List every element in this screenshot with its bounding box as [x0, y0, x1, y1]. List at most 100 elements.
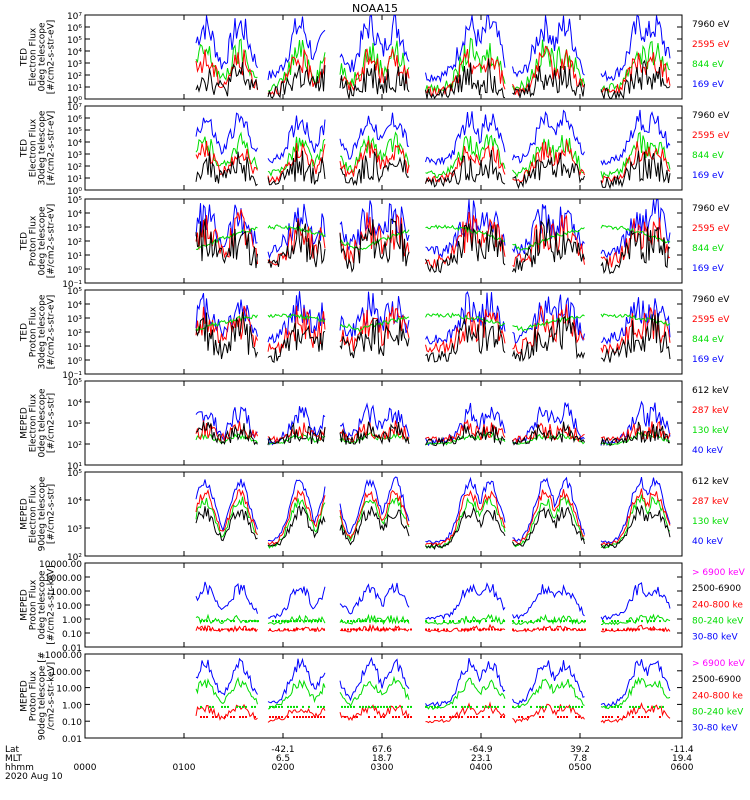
- y-axis-label-line: [#/cm2-s-str-eV]: [47, 111, 57, 186]
- y-tick-label: 10⁰: [67, 266, 82, 276]
- floor-point: [482, 705, 484, 708]
- floor-point: [368, 705, 370, 708]
- series-2595-ev: [195, 209, 671, 269]
- y-axis-label-line: MEPED: [20, 589, 30, 621]
- floor-point: [518, 705, 520, 708]
- floor-point: [404, 628, 406, 631]
- floor-point: [638, 628, 640, 631]
- floor-point: [254, 628, 256, 631]
- legend-entry: 2500-6900: [692, 584, 741, 594]
- floor-point: [476, 716, 478, 718]
- floor-point: [350, 628, 352, 631]
- floor-point: [245, 705, 247, 708]
- floor-point: [380, 705, 382, 708]
- y-tick-label: 1000.00: [45, 574, 82, 584]
- y-axis-label-line: Proton Flux: [29, 215, 39, 266]
- floor-point: [200, 716, 202, 718]
- floor-point: [293, 628, 295, 631]
- lat-value: -42.1: [271, 745, 294, 755]
- floor-point: [401, 620, 403, 623]
- floor-point: [278, 716, 280, 718]
- y-tick-label: 10⁰: [67, 357, 82, 367]
- y-tick-label: 10⁵: [67, 127, 82, 137]
- floor-point: [428, 716, 430, 718]
- floor-point: [296, 628, 298, 631]
- floor-point: [320, 620, 322, 623]
- floor-point: [635, 705, 637, 708]
- series-40-kev: [195, 400, 671, 447]
- y-tick-label: 0.01: [62, 644, 82, 654]
- floor-point: [461, 705, 463, 708]
- series-2595-ev: [195, 304, 671, 355]
- floor-point: [389, 705, 391, 708]
- legend-entry: 169 eV: [692, 264, 725, 274]
- floor-point: [605, 716, 607, 718]
- floor-point: [242, 628, 244, 631]
- floor-point: [584, 620, 586, 623]
- floor-point: [302, 716, 304, 718]
- floor-point: [638, 705, 640, 708]
- legend-entry: 2595 eV: [692, 224, 730, 234]
- floor-point: [629, 620, 631, 623]
- floor-point: [302, 705, 304, 708]
- floor-point: [527, 716, 529, 718]
- floor-point: [542, 716, 544, 718]
- y-axis-label: MEPEDElectron Flux0deg telescope[#/cm2-s…: [20, 388, 57, 458]
- mlt-value: 6.5: [276, 754, 290, 764]
- series-287-kev: [195, 488, 671, 546]
- floor-point: [383, 705, 385, 708]
- hhmm-value: 0500: [569, 763, 592, 773]
- hhmm-value: 0000: [74, 763, 97, 773]
- floor-point: [350, 705, 352, 708]
- y-axis-label-line: TED: [20, 232, 30, 251]
- floor-point: [476, 620, 478, 623]
- floor-point: [512, 628, 514, 631]
- floor-point: [521, 716, 523, 718]
- series-287-kev: [195, 418, 671, 445]
- floor-point: [359, 628, 361, 631]
- floor-point: [284, 620, 286, 623]
- floor-point: [539, 705, 541, 708]
- floor-point: [452, 620, 454, 623]
- floor-point: [245, 620, 247, 623]
- y-tick-label: 10⁵: [67, 36, 82, 46]
- floor-point: [323, 628, 325, 631]
- floor-point: [518, 620, 520, 623]
- floor-point: [311, 716, 313, 718]
- y-axis-label-line: Electron Flux: [29, 118, 39, 177]
- floor-point: [605, 705, 607, 708]
- floor-point: [458, 620, 460, 623]
- floor-point: [374, 620, 376, 623]
- floor-point: [275, 705, 277, 708]
- panel-frame: [84, 105, 683, 191]
- y-tick-label: 10³: [67, 420, 82, 430]
- figure-title: NOAA15: [352, 2, 398, 15]
- floor-point: [644, 716, 646, 718]
- floor-point: [239, 716, 241, 718]
- floor-point: [602, 628, 604, 631]
- floor-point: [200, 620, 202, 623]
- floor-point: [647, 705, 649, 708]
- floor-point: [311, 628, 313, 631]
- panel-frame: [84, 289, 683, 375]
- floor-point: [236, 705, 238, 708]
- floor-point: [659, 628, 661, 631]
- floor-point: [488, 628, 490, 631]
- y-axis-label-line: Electron Flux: [29, 393, 39, 452]
- floor-point: [290, 620, 292, 623]
- legend-entry: 130 keV: [692, 517, 729, 527]
- y-tick-label: 10.00: [56, 602, 82, 612]
- y-tick-label: 10⁶: [67, 24, 82, 34]
- floor-point: [563, 716, 565, 718]
- floor-point: [455, 705, 457, 708]
- floor-point: [500, 716, 502, 718]
- y-tick-label: 10⁷: [67, 12, 82, 22]
- legend-entry: 2500-6900: [692, 675, 741, 685]
- floor-point: [551, 620, 553, 623]
- floor-point: [485, 620, 487, 623]
- series-240-800-kev: [195, 701, 671, 724]
- series-80-240-kev: [195, 675, 671, 711]
- floor-point: [464, 705, 466, 708]
- y-tick-label: 10⁴: [67, 48, 82, 58]
